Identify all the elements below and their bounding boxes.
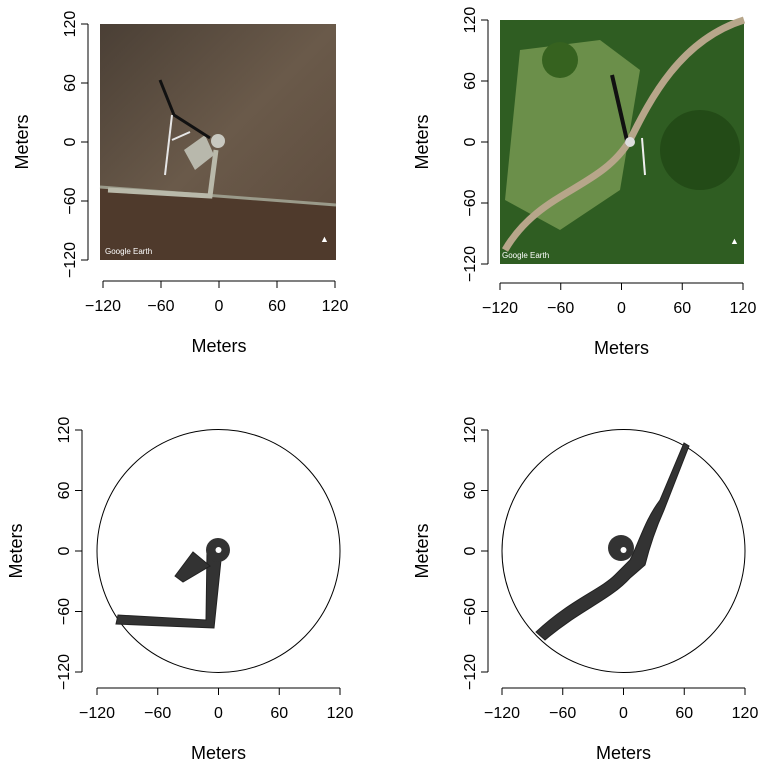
- y-axis-title: Meters: [12, 114, 32, 169]
- x-tick-label: −60: [147, 298, 174, 315]
- y-tick-label: 120: [62, 11, 79, 38]
- y-tick-label: −60: [462, 189, 479, 216]
- x-tick-label: −60: [547, 300, 574, 317]
- svg-text:▲: ▲: [320, 234, 329, 244]
- x-tick-label: −60: [144, 705, 171, 722]
- y-tick-label: 0: [62, 137, 79, 146]
- y-tick-label: 120: [462, 7, 479, 34]
- y-tick-label: −60: [62, 187, 79, 214]
- y-tick-label: 60: [462, 72, 479, 90]
- site-shapes: [536, 443, 689, 640]
- y-tick-label: −120: [62, 242, 79, 278]
- y-tick-label: −120: [462, 246, 479, 282]
- x-tick-label: −120: [85, 298, 121, 315]
- satellite-image: ▲: [100, 24, 336, 260]
- x-axis-title: Meters: [191, 743, 246, 763]
- y-tick-label: −120: [56, 654, 73, 690]
- watermark: Google Earth: [105, 247, 152, 256]
- watermark: Google Earth: [502, 251, 549, 260]
- x-tick-label: 0: [214, 705, 223, 722]
- y-tick-label: 60: [56, 482, 73, 500]
- x-tick-label: 60: [673, 300, 691, 317]
- x-axis-title: Meters: [594, 338, 649, 358]
- y-axis-title: Meters: [412, 523, 432, 578]
- x-tick-label: 120: [327, 705, 354, 722]
- x-tick-label: 120: [730, 300, 757, 317]
- x-tick-label: −60: [549, 705, 576, 722]
- y-tick-label: 60: [462, 482, 479, 500]
- x-axis-title: Meters: [191, 336, 246, 356]
- y-axis-title: Meters: [6, 523, 26, 578]
- satellite-image: ▲: [500, 20, 744, 264]
- y-tick-label: 0: [462, 546, 479, 555]
- site-shapes: [116, 538, 230, 628]
- y-tick-label: 0: [56, 546, 73, 555]
- svg-text:▲: ▲: [730, 236, 739, 246]
- figure: ▲ ▲ Google Earth−120−60060120Meters−120−…: [0, 0, 762, 764]
- y-tick-label: −120: [462, 654, 479, 690]
- y-tick-label: 0: [462, 137, 479, 146]
- y-tick-label: 120: [462, 417, 479, 444]
- x-tick-label: 60: [675, 705, 693, 722]
- y-axis-title: Meters: [412, 114, 432, 169]
- y-tick-label: 120: [56, 417, 73, 444]
- x-tick-label: 0: [617, 300, 626, 317]
- x-tick-label: 120: [732, 705, 759, 722]
- x-tick-label: 60: [270, 705, 288, 722]
- x-tick-label: 60: [268, 298, 286, 315]
- x-tick-label: −120: [484, 705, 520, 722]
- y-tick-label: −60: [462, 598, 479, 625]
- y-tick-label: −60: [56, 598, 73, 625]
- x-tick-label: −120: [79, 705, 115, 722]
- x-tick-label: −120: [482, 300, 518, 317]
- x-tick-label: 0: [619, 705, 628, 722]
- x-tick-label: 0: [215, 298, 224, 315]
- y-tick-label: 60: [62, 74, 79, 92]
- x-tick-label: 120: [322, 298, 349, 315]
- x-axis-title: Meters: [596, 743, 651, 763]
